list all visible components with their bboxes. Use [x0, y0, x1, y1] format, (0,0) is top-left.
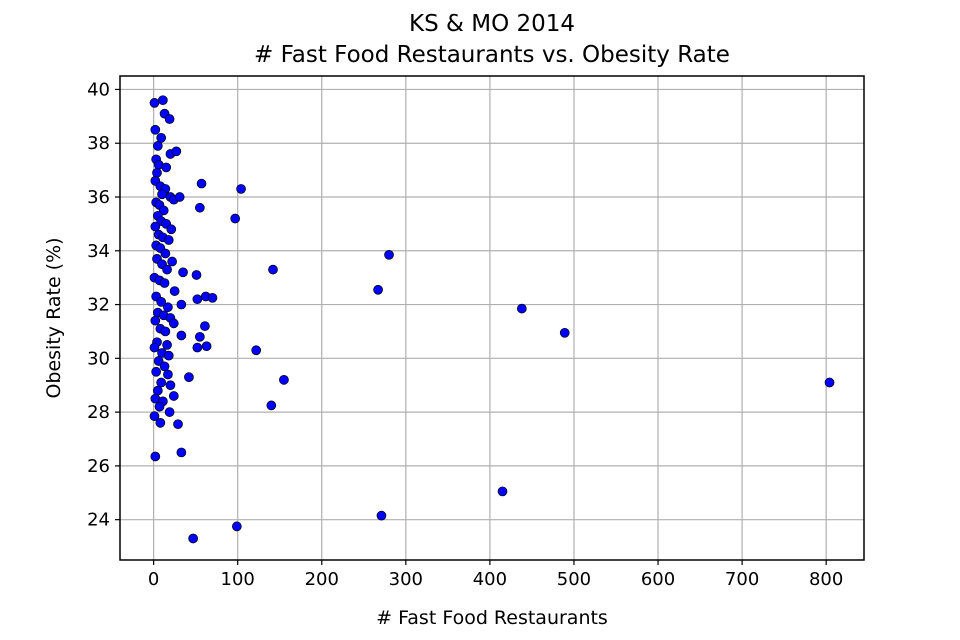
x-tick-label: 300 [389, 569, 423, 590]
y-tick-label: 32 [87, 295, 110, 316]
x-tick-label: 500 [557, 569, 591, 590]
y-axis-label: Obesity Rate (%) [43, 237, 65, 398]
data-point [207, 292, 218, 303]
data-point [824, 377, 835, 388]
data-point [164, 407, 175, 417]
data-point [191, 270, 202, 280]
x-tick-label: 0 [148, 569, 159, 590]
data-point [165, 380, 176, 391]
data-point [176, 447, 187, 458]
data-point [188, 533, 198, 544]
x-tick-label: 800 [809, 569, 843, 590]
data-point [167, 256, 177, 267]
data-point [150, 315, 161, 326]
data-point [236, 184, 246, 194]
x-tick-label: 600 [641, 569, 675, 590]
data-point [152, 141, 163, 151]
data-point [151, 366, 161, 377]
data-point [149, 98, 160, 108]
chart-title: KS & MO 2014 [409, 11, 575, 37]
grid [120, 76, 864, 560]
data-point [168, 391, 179, 401]
data-point [373, 284, 383, 295]
y-tick-label: 30 [87, 348, 110, 369]
data-point [152, 167, 162, 178]
data-point [266, 400, 277, 411]
data-point [184, 372, 194, 383]
data-point [232, 521, 242, 532]
data-point [156, 377, 167, 388]
data-point [152, 385, 163, 396]
data-point [230, 213, 241, 224]
data-point [195, 331, 205, 342]
y-tick-label: 26 [87, 456, 110, 477]
data-points [149, 95, 835, 544]
data-point [174, 192, 185, 202]
y-tick-label: 38 [87, 133, 110, 154]
x-tick-label: 100 [221, 569, 255, 590]
data-point [559, 327, 570, 338]
x-tick-label: 700 [725, 569, 759, 590]
data-point [178, 267, 188, 278]
data-point [163, 369, 173, 380]
data-point [166, 224, 177, 235]
y-tick-label: 28 [87, 402, 110, 423]
x-tick-label: 200 [305, 569, 339, 590]
data-point [196, 178, 207, 189]
data-point [154, 401, 165, 412]
data-point [158, 95, 168, 106]
data-point [150, 124, 161, 135]
data-point [195, 202, 205, 213]
data-point [149, 342, 160, 353]
data-point [173, 419, 183, 430]
data-point [150, 221, 161, 232]
data-point [155, 418, 166, 428]
data-point [160, 326, 171, 337]
data-point [497, 486, 508, 497]
x-tick-label: 400 [473, 569, 507, 590]
data-point [160, 248, 171, 259]
data-point [168, 318, 179, 329]
data-point [171, 146, 182, 157]
plot-frame [119, 75, 865, 561]
data-point [169, 286, 180, 296]
y-tick-label: 36 [87, 187, 110, 208]
data-point [150, 451, 161, 462]
y-tick-label: 34 [87, 241, 110, 262]
data-point [162, 264, 172, 275]
data-point [176, 330, 187, 341]
data-point [201, 341, 212, 352]
data-point [163, 350, 174, 361]
data-point [164, 114, 175, 124]
axis-ticks: 0 100 200 300 400 500 600 700 800 24 26 28 30 32 34 36 3… [87, 79, 843, 590]
data-point [279, 374, 289, 385]
data-point [157, 189, 167, 200]
data-point [251, 345, 262, 356]
data-point [516, 303, 527, 314]
data-point [162, 340, 172, 350]
data-point [268, 264, 278, 275]
data-point [192, 294, 203, 305]
y-tick-label: 40 [87, 79, 110, 100]
data-point [149, 411, 160, 421]
x-axis-label: # Fast Food Restaurants [376, 607, 608, 629]
data-point [163, 235, 174, 245]
data-point [192, 342, 203, 353]
data-point [200, 321, 210, 331]
data-point [159, 361, 170, 372]
data-point [384, 249, 394, 260]
data-point [163, 302, 173, 313]
y-tick-label: 24 [87, 510, 110, 531]
data-point [161, 162, 172, 173]
data-point [376, 510, 387, 521]
data-point [156, 297, 167, 307]
chart-subtitle: # Fast Food Restaurants vs. Obesity Rate [254, 42, 730, 68]
data-point [156, 132, 167, 143]
data-point [176, 299, 187, 310]
data-point [159, 278, 170, 288]
